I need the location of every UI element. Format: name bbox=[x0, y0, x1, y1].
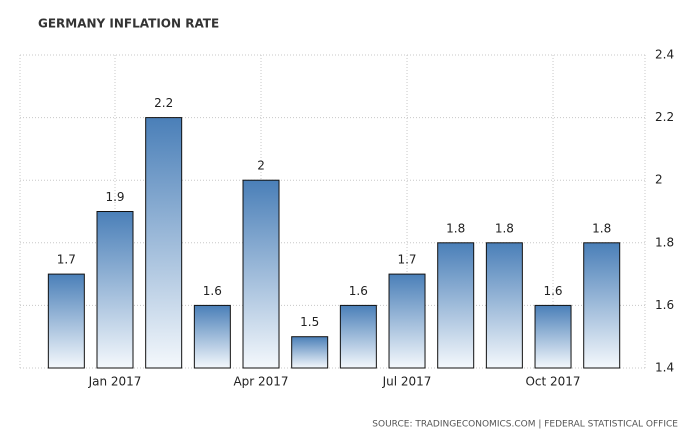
value-label: 1.9 bbox=[105, 190, 124, 204]
y-tick-label: 2 bbox=[655, 173, 663, 187]
value-label: 1.6 bbox=[543, 284, 562, 298]
y-tick-label: 2.2 bbox=[655, 110, 674, 124]
source-note: SOURCE: TRADINGECONOMICS.COM | FEDERAL S… bbox=[372, 420, 678, 430]
bar bbox=[437, 242, 475, 369]
value-label: 1.6 bbox=[203, 284, 222, 298]
bar bbox=[339, 304, 377, 369]
x-tick-label: Oct 2017 bbox=[525, 375, 580, 389]
value-label: 1.5 bbox=[300, 315, 319, 329]
x-tick-label: Apr 2017 bbox=[233, 375, 288, 389]
x-tick-label: Jan 2017 bbox=[88, 375, 142, 389]
bar bbox=[291, 336, 329, 369]
bar bbox=[388, 273, 426, 369]
chart-title: GERMANY INFLATION RATE bbox=[38, 17, 219, 31]
y-tick-label: 1.4 bbox=[655, 361, 674, 375]
bar bbox=[534, 304, 572, 369]
bar bbox=[485, 242, 523, 369]
value-label: 1.7 bbox=[397, 253, 416, 267]
value-label: 1.8 bbox=[592, 221, 611, 235]
x-tick-label: Jul 2017 bbox=[382, 375, 432, 389]
value-label: 1.7 bbox=[57, 253, 76, 267]
value-label: 1.8 bbox=[446, 221, 465, 235]
value-label: 2.2 bbox=[154, 96, 173, 110]
value-label: 1.6 bbox=[349, 284, 368, 298]
bar bbox=[96, 211, 134, 369]
y-tick-label: 2.4 bbox=[655, 48, 674, 62]
value-label: 1.8 bbox=[495, 221, 514, 235]
bar bbox=[242, 179, 280, 369]
bar bbox=[583, 242, 621, 369]
value-label: 2 bbox=[257, 159, 265, 173]
bar bbox=[145, 117, 183, 369]
bar bbox=[193, 304, 231, 369]
y-tick-label: 1.6 bbox=[655, 298, 674, 312]
y-tick-label: 1.8 bbox=[655, 235, 674, 249]
bar bbox=[47, 273, 85, 369]
